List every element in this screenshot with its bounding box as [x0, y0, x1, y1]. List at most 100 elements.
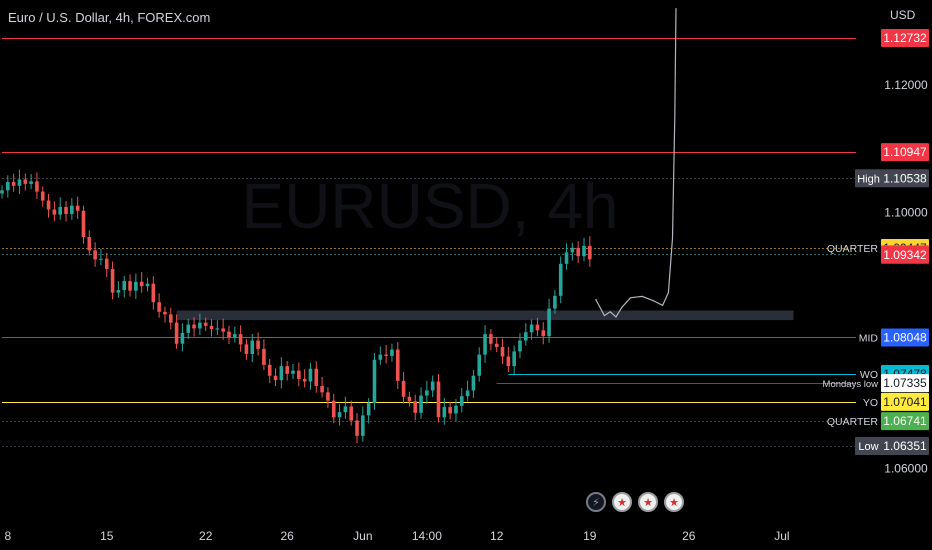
candle-body [564, 252, 569, 264]
level-name-label: Low [858, 441, 878, 453]
candle-body [163, 311, 167, 315]
price-tag-label: 1.08048 [883, 330, 927, 344]
candle-body [128, 281, 132, 291]
candle-body [99, 258, 103, 260]
currency-label: USD [890, 8, 916, 22]
x-tick-label: 26 [682, 529, 696, 543]
candle-body [279, 366, 284, 381]
candle-body [11, 181, 16, 186]
candle-body [494, 343, 499, 347]
chart-title: Euro / U.S. Dollar, 4h, FOREX.com [8, 10, 211, 25]
us-flag-icon[interactable]: ★ [612, 492, 632, 512]
candle-body [442, 407, 447, 418]
price-tag-label: 1.07335 [883, 376, 927, 390]
candle-body [395, 349, 400, 381]
us-flag-icon[interactable]: ★ [638, 492, 658, 512]
support-zone [176, 310, 794, 321]
candle-body [314, 368, 319, 386]
candle-body [209, 325, 214, 330]
candle-body [52, 209, 57, 215]
candle-body [23, 179, 28, 184]
candle-body [430, 381, 435, 391]
x-tick-label: 14:00 [412, 529, 442, 543]
price-tag-label: 1.10947 [883, 145, 927, 159]
us-flag-icon[interactable]: ★ [664, 492, 684, 512]
candle-body [448, 407, 452, 414]
candle-body [588, 245, 592, 260]
candle-body [227, 331, 231, 338]
candle-body [233, 334, 237, 338]
candle-body [349, 406, 353, 421]
level-name-label: QUARTER [827, 243, 879, 255]
lightning-icon[interactable]: ⚡ [586, 492, 606, 512]
level-name-label: YO [863, 397, 878, 409]
candle-body [168, 314, 173, 323]
price-tag-label: 1.10538 [883, 171, 927, 185]
candle-body [541, 330, 546, 337]
candle-body [308, 368, 313, 382]
candle-body [81, 210, 86, 237]
candle-body [489, 334, 493, 344]
candle-body [221, 328, 225, 332]
candle-body [0, 190, 4, 194]
candle-body [576, 247, 580, 257]
x-tick-label: 19 [583, 529, 597, 543]
candle-body [29, 181, 33, 184]
candle-body [378, 354, 383, 360]
price-tag-label: 1.09342 [883, 248, 927, 262]
candle-body [558, 263, 563, 296]
candle-body [116, 290, 121, 293]
candle-body [174, 322, 179, 344]
economic-events: ⚡ ★ ★ ★ [586, 492, 684, 512]
candle-body [553, 295, 557, 309]
candle-body [390, 349, 394, 356]
candle-body [343, 406, 348, 413]
candle-body [93, 250, 97, 260]
candle-body [64, 206, 68, 214]
price-tag [881, 374, 929, 393]
candle-body [186, 324, 191, 333]
candle-body [35, 181, 39, 192]
level-name-label: MID [859, 332, 879, 344]
candle-body [454, 405, 458, 414]
level-name-label: WO [860, 369, 878, 381]
candle-body [180, 332, 185, 344]
candle-body [110, 268, 115, 293]
candle-body [273, 375, 278, 381]
candle-body [297, 370, 301, 379]
candle-body [198, 322, 202, 329]
candle-body [506, 356, 511, 367]
candle-body [425, 390, 429, 396]
candle-body [40, 191, 45, 201]
candle-body [477, 354, 482, 376]
x-tick-label: 22 [199, 529, 213, 543]
x-tick-label: Jun [353, 529, 372, 543]
candle-body [366, 403, 371, 416]
level-name-label: Mondays low [823, 379, 879, 390]
price-tag-label: 1.06351 [883, 439, 927, 453]
candle-body [471, 375, 476, 391]
candle-body [524, 332, 528, 341]
candle-body [262, 348, 266, 365]
watermark: EURUSD, 4h [242, 170, 619, 242]
price-tag [881, 169, 929, 188]
price-tag-label: 1.06741 [883, 414, 927, 428]
candle-body [256, 340, 260, 349]
y-tick-label: 1.10000 [884, 206, 928, 220]
candle-body [151, 283, 156, 303]
price-tag-label: 1.12732 [883, 31, 927, 45]
candle-body [372, 359, 377, 404]
price-tag [881, 437, 929, 455]
candle-body [419, 395, 423, 413]
candle-body [355, 420, 359, 436]
candle-body [46, 200, 51, 210]
candle-body [139, 281, 144, 287]
candle-body [291, 370, 295, 374]
candle-body [535, 324, 540, 331]
price-tag [881, 412, 929, 431]
candle-body [244, 344, 249, 354]
candle-body [192, 324, 196, 329]
price-tag [881, 29, 929, 47]
y-tick-label: 1.06000 [884, 461, 928, 475]
